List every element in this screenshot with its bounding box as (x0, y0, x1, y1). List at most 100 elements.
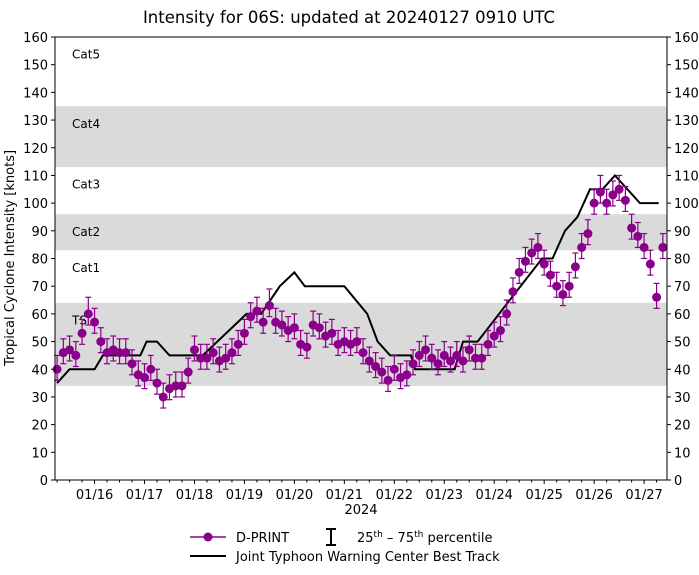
dprint-marker (645, 259, 655, 269)
dprint-marker (552, 281, 562, 291)
dprint-marker (202, 353, 212, 363)
y-tick-label-right: 20 (674, 419, 691, 434)
dprint-marker (614, 184, 624, 194)
dprint-point (570, 252, 580, 279)
dprint-marker (289, 323, 299, 333)
dprint-point (77, 318, 87, 345)
y-tick-label-right: 0 (674, 474, 682, 489)
y-tick-label-right: 70 (674, 280, 691, 295)
y-tick-label-left: 110 (23, 169, 48, 184)
dprint-marker (502, 309, 512, 319)
dprint-point (408, 349, 418, 376)
x-axis-ticks: 01/16 01/17 01/18 01/19 01/20 01/21 01/22 01/23… (56, 480, 663, 503)
dprint-point (614, 174, 624, 201)
dprint-point (439, 340, 449, 368)
dprint-marker (508, 287, 518, 297)
dprint-marker (633, 231, 643, 241)
y-tick-label-left: 10 (31, 446, 48, 461)
legend-best-track-label: Joint Typhoon Warning Center Best Track (235, 550, 500, 565)
band-label-cat5: Cat5 (72, 48, 100, 62)
legend-dprint-marker (203, 532, 213, 542)
dprint-point (377, 357, 387, 384)
dprint-point (196, 343, 206, 370)
dprint-marker (171, 381, 181, 391)
band-label-cat3: Cat3 (72, 178, 100, 192)
y-tick-label-right: 90 (674, 225, 691, 240)
dprint-point (520, 246, 530, 273)
dprint-marker (514, 267, 524, 277)
dprint-point (233, 329, 243, 357)
dprint-point (246, 302, 256, 329)
best-track-line (56, 173, 659, 384)
dprint-point (602, 188, 612, 215)
y-tick-label-left: 20 (31, 419, 48, 434)
dprint-point (65, 335, 75, 362)
dprint-marker (483, 339, 493, 349)
y-tick-label-left: 150 (23, 59, 48, 74)
dprint-point (433, 349, 443, 376)
dprint-point (645, 249, 655, 276)
y-tick-label-right: 160 (674, 31, 699, 46)
dprint-point (483, 329, 493, 357)
dprint-marker (239, 328, 249, 338)
y-tick-label-right: 60 (674, 308, 691, 323)
dprint-point (633, 221, 643, 249)
y-tick-label-left: 90 (31, 225, 48, 240)
legend: D-PRINT 25th – 75th percentile Joint Typ… (190, 528, 500, 565)
legend-percentile-label: 25th – 75th percentile (357, 530, 492, 546)
dprint-marker (577, 242, 587, 252)
dprint-marker (152, 378, 162, 388)
dprint-point (427, 343, 437, 370)
dprint-marker (121, 348, 131, 358)
dprint-marker (539, 259, 549, 269)
dprint-marker (564, 281, 574, 291)
dprint-marker (352, 337, 362, 347)
dprint-point (221, 343, 231, 370)
dprint-marker (90, 317, 100, 327)
dprint-point (620, 185, 630, 213)
dprint-marker (196, 353, 206, 363)
dprint-marker (495, 325, 505, 335)
dprint-point (639, 232, 649, 260)
y-tick-label-left: 80 (31, 253, 48, 268)
dprint-marker (520, 256, 530, 266)
dprint-marker (258, 317, 268, 327)
dprint-marker (183, 367, 193, 377)
dprint-marker (489, 331, 499, 341)
dprint-marker (158, 392, 168, 402)
dprint-point (152, 368, 162, 395)
y-tick-label-right: 140 (674, 86, 699, 101)
category-labels: TS Cat1 Cat2 Cat3 Cat4 Cat5 (71, 48, 100, 328)
y-tick-label-right: 150 (674, 59, 699, 74)
dprint-marker (408, 359, 418, 369)
dprint-marker (96, 337, 106, 347)
dprint-point (371, 352, 381, 379)
y-tick-label-right: 30 (674, 391, 691, 406)
dprint-point (289, 313, 299, 340)
dprint-marker (302, 342, 312, 352)
dprint-point (389, 354, 399, 381)
dprint-point (583, 219, 593, 246)
y-tick-label-left: 120 (23, 142, 48, 157)
dprint-point (577, 232, 587, 260)
dprint-point (189, 335, 199, 362)
dprint-marker (470, 353, 480, 363)
dprint-point (146, 354, 156, 381)
dprint-marker (364, 356, 374, 366)
dprint-marker (589, 198, 599, 208)
dprint-marker (277, 320, 287, 330)
dprint-point (71, 340, 81, 368)
y-tick-label-left: 100 (23, 197, 48, 212)
dprint-marker (558, 289, 568, 299)
legend-percentile-icon (326, 528, 336, 546)
dprint-point (83, 296, 93, 326)
y-tick-label-left: 50 (31, 336, 48, 351)
x-tick-label: 01/26 (575, 488, 612, 503)
dprint-marker (233, 339, 243, 349)
dprint-marker (608, 190, 618, 200)
dprint-point (264, 288, 274, 318)
dprint-point (458, 346, 468, 373)
dprint-marker (652, 292, 662, 302)
x-tick-label: 01/20 (276, 488, 313, 503)
